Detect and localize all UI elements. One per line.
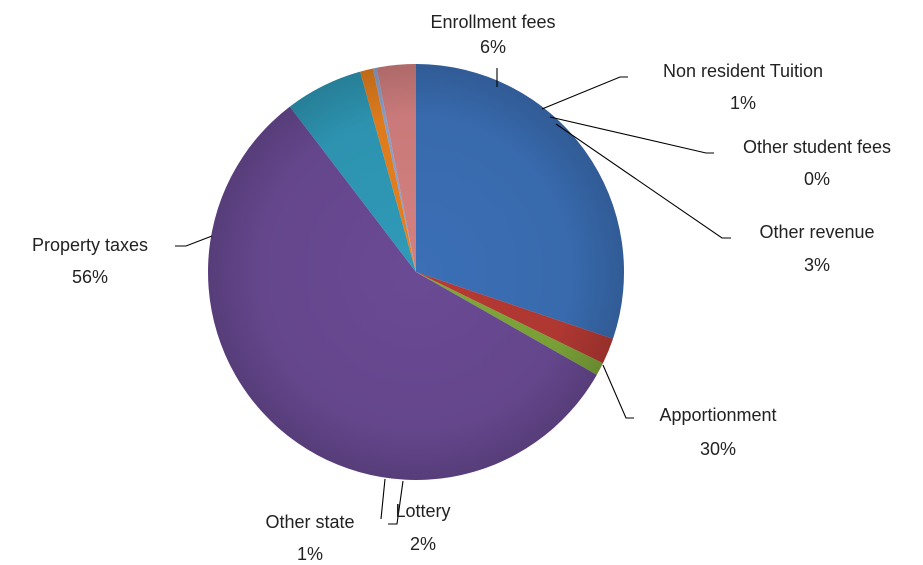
leader-line-apportionment	[602, 364, 634, 419]
label-non-resident-tuition-name: Non resident Tuition	[663, 61, 823, 81]
label-enrollment-fees-value: 6%	[480, 37, 506, 57]
label-apportionment-value: 30%	[700, 439, 736, 459]
leader-line-non-resident-tuition	[541, 76, 628, 110]
label-lottery-name: Lottery	[395, 501, 450, 521]
label-other-student-fees-value: 0%	[804, 169, 830, 189]
leader-line-lottery	[388, 480, 404, 525]
leader-line-other-student-fees	[549, 116, 714, 154]
label-other-revenue-value: 3%	[804, 255, 830, 275]
leader-line-other-state	[380, 478, 386, 520]
leader-line-other-revenue	[555, 123, 731, 239]
label-other-student-fees-name: Other student fees	[743, 137, 891, 157]
label-enrollment-fees-name: Enrollment fees	[430, 12, 555, 32]
data-labels: Enrollment fees 6% Non resident Tuition …	[32, 12, 891, 564]
label-other-revenue-name: Other revenue	[759, 222, 874, 242]
label-other-state-value: 1%	[297, 544, 323, 564]
pie-slices	[208, 64, 625, 480]
label-property-taxes-name: Property taxes	[32, 235, 148, 255]
label-lottery-value: 2%	[410, 534, 436, 554]
label-non-resident-tuition-value: 1%	[730, 93, 756, 113]
label-property-taxes-value: 56%	[72, 267, 108, 287]
label-other-state-name: Other state	[265, 512, 354, 532]
leader-line-property-taxes	[175, 235, 213, 247]
leader-lines	[175, 68, 731, 525]
label-apportionment-name: Apportionment	[659, 405, 776, 425]
